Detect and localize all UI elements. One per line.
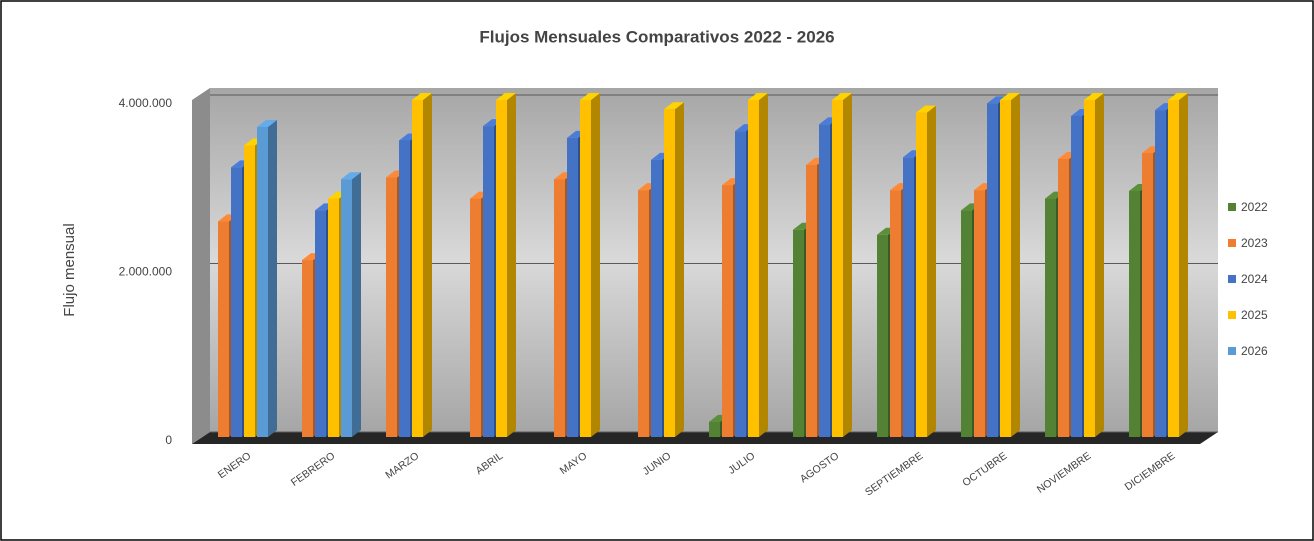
bar <box>218 221 229 437</box>
bar-side <box>352 172 361 437</box>
bar <box>748 100 759 437</box>
bar <box>1084 100 1095 437</box>
bar <box>877 234 888 437</box>
legend-label: 2026 <box>1241 344 1268 358</box>
legend-label: 2023 <box>1241 236 1268 250</box>
bar <box>1129 190 1140 437</box>
bar <box>328 198 339 437</box>
bar <box>302 260 313 437</box>
bar <box>1045 198 1056 437</box>
bar <box>916 112 927 437</box>
bar <box>1000 100 1011 437</box>
legend-label: 2025 <box>1241 308 1268 322</box>
bar-side <box>675 102 684 437</box>
bar <box>806 164 817 437</box>
bar <box>1071 116 1082 437</box>
bar <box>1142 153 1153 437</box>
bar <box>412 100 423 437</box>
bar-top <box>341 172 361 180</box>
bar-top <box>1168 93 1188 100</box>
bar-side <box>507 93 516 437</box>
bar <box>1155 110 1166 438</box>
bar <box>470 198 481 437</box>
y-tick-label: 2.000.000 <box>119 265 173 279</box>
bar <box>567 137 578 437</box>
bar-top <box>496 93 516 100</box>
bar-top <box>1084 93 1104 100</box>
bar <box>664 109 675 437</box>
bar-side <box>1095 93 1104 437</box>
bar-side <box>591 93 600 437</box>
y-axis-title: Flujo mensual <box>61 223 78 316</box>
bar-side <box>843 93 852 437</box>
y-tick-label: 4.000.000 <box>119 96 173 110</box>
bar <box>483 126 494 438</box>
bar-top <box>412 93 432 100</box>
bar <box>231 167 242 437</box>
legend-label: 2022 <box>1241 200 1268 214</box>
side-wall <box>192 88 210 444</box>
bar-top <box>664 102 684 110</box>
bar-top <box>748 93 768 100</box>
bar <box>257 126 268 438</box>
legend-swatch <box>1228 347 1236 355</box>
bar <box>1168 100 1179 437</box>
bar-side <box>423 93 432 437</box>
bar <box>638 190 649 437</box>
bar <box>580 100 591 437</box>
bar-top <box>832 93 852 100</box>
bar <box>496 100 507 437</box>
bar <box>987 103 998 438</box>
bar <box>722 185 733 437</box>
bar <box>651 159 662 437</box>
bar-side <box>1179 93 1188 437</box>
y-tick-label: 0 <box>165 433 172 447</box>
bar <box>315 210 326 437</box>
bar-side <box>268 119 277 438</box>
bar <box>386 177 397 437</box>
bar <box>735 131 746 438</box>
bar-top <box>987 96 1007 104</box>
chart-title: Flujos Mensuales Comparativos 2022 - 202… <box>479 27 834 46</box>
legend-swatch <box>1228 203 1236 211</box>
bar <box>974 190 985 437</box>
bar-side <box>759 93 768 437</box>
bar <box>961 210 972 437</box>
legend-label: 2024 <box>1241 272 1268 286</box>
bar <box>554 179 565 437</box>
legend-swatch <box>1228 239 1236 247</box>
bar <box>709 421 720 437</box>
bar <box>903 157 914 438</box>
legend-swatch <box>1228 275 1236 283</box>
bar <box>341 179 352 437</box>
bar <box>1058 158 1069 437</box>
bar-top <box>580 93 600 100</box>
bar <box>244 145 255 437</box>
bar-side <box>927 105 936 437</box>
bar-top <box>257 119 277 127</box>
bar <box>890 190 901 437</box>
bar-side <box>1011 93 1020 437</box>
legend-swatch <box>1228 311 1236 319</box>
bar <box>832 100 843 437</box>
bar <box>793 229 804 437</box>
bar <box>819 124 830 438</box>
bar-top <box>1000 93 1020 100</box>
bar <box>399 140 410 437</box>
bar-top <box>916 105 936 113</box>
